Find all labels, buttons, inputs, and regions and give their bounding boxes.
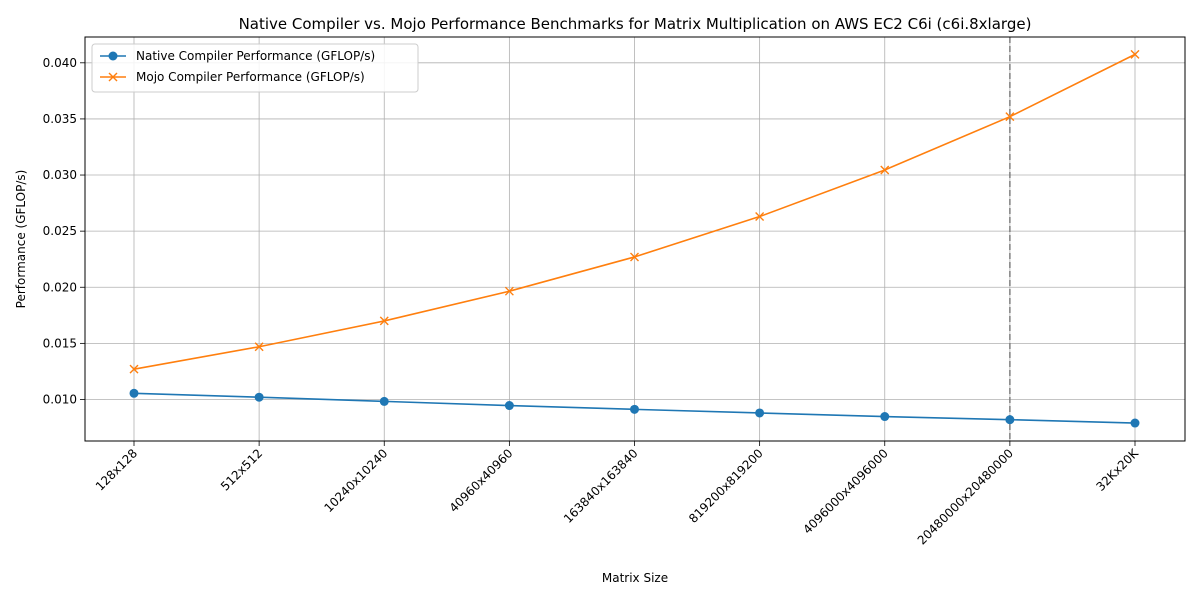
data-point-0-6: [880, 412, 890, 422]
data-point-0-5: [755, 408, 765, 418]
x-tick-label: 10240x10240: [321, 446, 390, 515]
data-point-0-4: [630, 404, 639, 414]
data-point-0-1: [254, 392, 264, 402]
y-tick-label: 0.040: [43, 56, 77, 70]
data-point-1-3: [504, 286, 514, 296]
legend-label-0: Native Compiler Performance (GFLOP/s): [136, 49, 375, 63]
y-tick-label: 0.035: [43, 112, 77, 126]
x-tick-label: 32Kx20K: [1093, 445, 1141, 493]
data-point-1-7: [1005, 112, 1015, 122]
x-tick-label: 128x128: [93, 446, 140, 493]
x-tick-label: 4096000x4096000: [800, 446, 891, 537]
data-point-0-7: [1005, 415, 1015, 425]
legend-marker-1: [108, 72, 118, 82]
data-point-1-8: [1130, 49, 1140, 59]
x-axis-label: Matrix Size: [602, 571, 668, 585]
data-point-1-6: [880, 165, 890, 175]
data-point-0-3: [504, 401, 514, 411]
grid: [85, 37, 1185, 441]
y-axis-ticks: 0.010 0.015 0.020 0.025 0.030 0.035 0.040: [43, 56, 85, 406]
y-tick-label: 0.030: [43, 168, 77, 182]
y-tick-label: 0.025: [43, 224, 77, 238]
chart-title: Native Compiler vs. Mojo Performance Ben…: [239, 15, 1032, 33]
x-tick-label: 512x512: [218, 446, 265, 493]
y-tick-label: 0.020: [43, 280, 77, 294]
series-layer: [129, 49, 1140, 428]
y-tick-label: 0.015: [43, 336, 77, 350]
data-point-0-8: [1130, 418, 1140, 428]
legend-box: [91, 43, 419, 93]
data-point-1-0: [129, 364, 139, 374]
legend-label-1: Mojo Compiler Performance (GFLOP/s): [136, 70, 365, 84]
data-point-1-4: [630, 252, 639, 262]
x-axis-ticks: 128x128 512x512 10240x10240 40960x40960 1638…: [93, 441, 1142, 548]
x-tick-label: 20480000x20480000: [915, 446, 1016, 547]
x-tick-label: 40960x40960: [447, 446, 516, 515]
x-tick-label: 163840x163840: [561, 446, 641, 526]
y-tick-label: 0.010: [43, 392, 77, 406]
x-tick-label: 819200x819200: [686, 446, 766, 526]
y-axis-label: Performance (GFLOP/s): [14, 170, 28, 309]
plot-frame: [84, 36, 1186, 442]
data-point-0-0: [129, 388, 139, 398]
data-point-1-1: [254, 342, 264, 352]
legend-marker-0: [108, 51, 118, 61]
data-point-0-2: [379, 396, 389, 406]
legend: Native Compiler Performance (GFLOP/s) Moj…: [91, 43, 419, 93]
data-point-1-2: [379, 316, 389, 326]
data-point-1-5: [755, 212, 765, 222]
